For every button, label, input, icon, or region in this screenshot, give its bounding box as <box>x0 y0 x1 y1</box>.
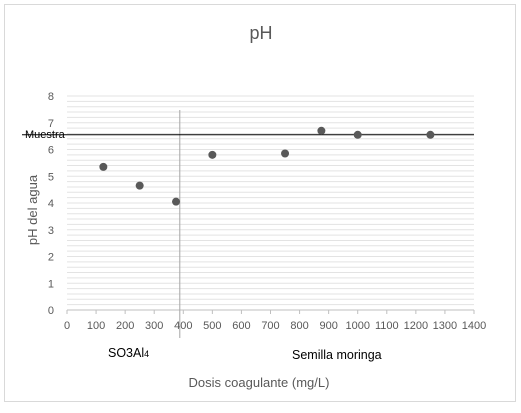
x-tick-label: 0 <box>64 320 70 332</box>
data-point <box>353 130 362 139</box>
data-point <box>135 181 144 190</box>
data-point <box>281 149 290 158</box>
x-tick-label: 400 <box>174 320 192 332</box>
y-tick-label: 4 <box>48 198 54 210</box>
reference-line-label: Muestra <box>25 129 66 141</box>
x-tick-label: 100 <box>87 320 105 332</box>
y-tick-label: 2 <box>48 252 54 264</box>
y-tick-label: 6 <box>48 145 54 157</box>
y-tick-label: 3 <box>48 225 54 237</box>
y-tick-label: 5 <box>48 171 54 183</box>
reference-line-group: Muestra <box>22 110 474 338</box>
group-label-so3al4: SO3Al4 <box>108 346 149 360</box>
data-point <box>208 150 217 159</box>
x-tick-label: 500 <box>203 320 221 332</box>
y-axis-label: pH del agua <box>25 174 40 245</box>
data-point <box>99 162 108 171</box>
x-tick-label: 600 <box>232 320 250 332</box>
tick-labels: 0 100 200 300 400 500 600 700 800 900 1000 1100 1200… <box>48 91 486 332</box>
data-point <box>172 197 181 206</box>
x-tick-label: 1100 <box>375 320 399 332</box>
y-tick-label: 0 <box>48 305 54 317</box>
gridlines <box>67 95 474 306</box>
y-tick-label: 7 <box>48 118 54 130</box>
axes <box>66 309 475 314</box>
x-tick-label: 1400 <box>462 320 486 332</box>
data-points <box>99 126 435 206</box>
x-tick-label: 800 <box>290 320 308 332</box>
x-tick-label: 1200 <box>404 320 428 332</box>
y-tick-label: 1 <box>48 278 54 290</box>
x-tick-label: 300 <box>145 320 163 332</box>
x-tick-label: 1300 <box>433 320 457 332</box>
group-label-semilla-moringa: Semilla moringa <box>292 348 382 362</box>
x-axis-label: Dosis coagulante (mg/L) <box>189 375 330 390</box>
chart-title: pH <box>249 23 272 43</box>
data-point <box>317 126 326 135</box>
x-tick-label: 700 <box>261 320 279 332</box>
x-tick-label: 900 <box>319 320 337 332</box>
x-tick-label: 200 <box>116 320 134 332</box>
y-tick-label: 8 <box>48 91 54 103</box>
data-point <box>426 130 435 139</box>
x-tick-label: 1000 <box>345 320 369 332</box>
